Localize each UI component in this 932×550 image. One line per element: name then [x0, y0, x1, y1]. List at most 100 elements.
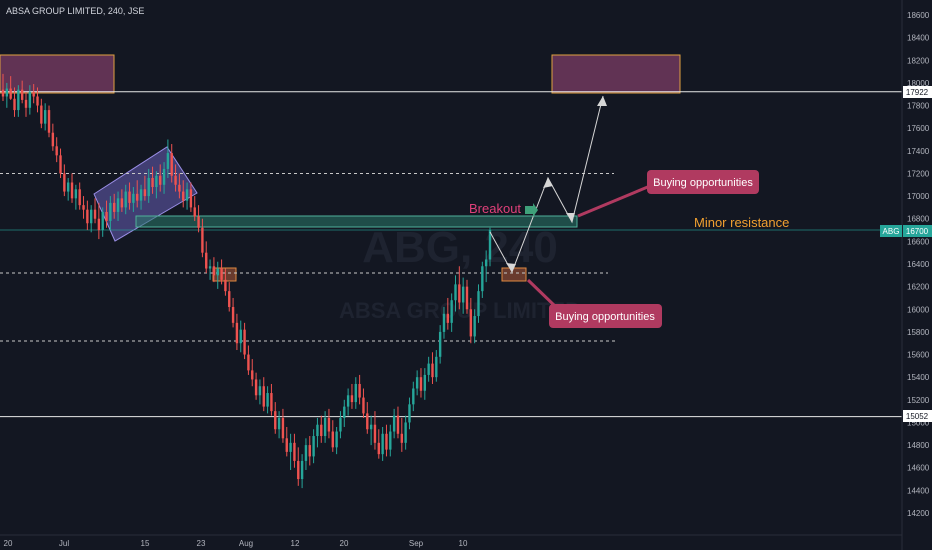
small-demand-box-right[interactable]	[501, 267, 527, 282]
breakout-zone[interactable]	[135, 215, 578, 228]
candle-body[interactable]	[415, 377, 419, 389]
candle-body[interactable]	[293, 442, 296, 461]
candle-body[interactable]	[105, 211, 108, 221]
candle-body[interactable]	[412, 388, 415, 405]
candle-body[interactable]	[419, 377, 423, 391]
top-right-target-zone[interactable]	[551, 54, 681, 94]
candle-body[interactable]	[59, 155, 62, 174]
time-axis[interactable]: 20 Jul 15 23 Aug 12 20 Sep 10	[0, 534, 902, 548]
candle-body[interactable]	[339, 417, 342, 432]
candle-body[interactable]	[97, 218, 101, 231]
candle-body[interactable]	[323, 417, 327, 437]
callout-upper-box[interactable]	[647, 170, 759, 194]
candle-body[interactable]	[239, 329, 242, 344]
candle-body[interactable]	[373, 424, 377, 443]
candle-body[interactable]	[270, 393, 273, 412]
candle-body[interactable]	[51, 132, 55, 147]
candle-body[interactable]	[254, 379, 258, 396]
candle-body[interactable]	[262, 386, 265, 407]
candle-body[interactable]	[427, 363, 430, 375]
candle-body[interactable]	[13, 98, 16, 111]
candle-body[interactable]	[274, 411, 277, 430]
candle-body[interactable]	[28, 91, 32, 108]
top-left-supply-zone[interactable]	[0, 54, 115, 94]
candle-body[interactable]	[362, 397, 365, 414]
candle-body[interactable]	[185, 189, 189, 201]
candle-body[interactable]	[454, 284, 457, 301]
candle-body[interactable]	[113, 202, 116, 212]
candle-body[interactable]	[484, 259, 488, 267]
candle-body[interactable]	[147, 177, 150, 197]
candle-body[interactable]	[231, 307, 235, 323]
candle-body[interactable]	[477, 291, 480, 317]
candle-body[interactable]	[316, 424, 319, 437]
candle-body[interactable]	[385, 433, 388, 450]
candle-body[interactable]	[404, 422, 407, 443]
candle-body[interactable]	[331, 431, 334, 448]
candle-body[interactable]	[116, 198, 120, 212]
candle-body[interactable]	[182, 191, 185, 201]
candle-body[interactable]	[162, 168, 166, 185]
candle-body[interactable]	[36, 96, 39, 106]
candle-body[interactable]	[174, 175, 177, 185]
candle-body[interactable]	[408, 404, 411, 423]
candle-body[interactable]	[354, 383, 357, 403]
candle-body[interactable]	[423, 374, 427, 391]
candle-body[interactable]	[461, 286, 465, 303]
candle-body[interactable]	[458, 284, 461, 303]
candle-body[interactable]	[247, 354, 250, 371]
candle-body[interactable]	[93, 209, 97, 219]
candle-body[interactable]	[289, 442, 292, 452]
candle-body[interactable]	[47, 110, 51, 133]
candle-body[interactable]	[17, 89, 20, 111]
candle-body[interactable]	[66, 182, 70, 192]
candle-body[interactable]	[350, 395, 354, 403]
candle-body[interactable]	[469, 309, 473, 337]
candle-body[interactable]	[300, 460, 304, 480]
candle-body[interactable]	[346, 395, 350, 407]
candle-body[interactable]	[285, 438, 288, 452]
candle-body[interactable]	[446, 313, 450, 323]
candle-body[interactable]	[243, 329, 246, 355]
candle-body[interactable]	[136, 193, 139, 201]
candle-body[interactable]	[74, 189, 78, 199]
candle-body[interactable]	[82, 205, 85, 210]
candle-body[interactable]	[228, 291, 231, 308]
candle-body[interactable]	[120, 198, 124, 208]
small-demand-box-left[interactable]	[212, 267, 237, 282]
candle-body[interactable]	[335, 431, 338, 448]
candle-body[interactable]	[55, 146, 58, 156]
candle-body[interactable]	[381, 433, 384, 455]
candle-body[interactable]	[450, 300, 453, 323]
candle-body[interactable]	[1, 89, 5, 97]
candle-body[interactable]	[63, 173, 66, 192]
candle-body[interactable]	[43, 110, 47, 124]
callout-lower-box[interactable]	[549, 304, 662, 328]
candle-body[interactable]	[101, 211, 104, 231]
candle-body[interactable]	[258, 386, 262, 396]
candle-body[interactable]	[212, 266, 216, 276]
candle-body[interactable]	[392, 415, 396, 432]
candle-body[interactable]	[473, 316, 476, 337]
candle-body[interactable]	[216, 268, 219, 276]
candle-body[interactable]	[5, 88, 9, 97]
candle-body[interactable]	[304, 445, 308, 461]
candle-body[interactable]	[166, 153, 170, 169]
candle-body[interactable]	[465, 286, 469, 310]
candle-body[interactable]	[312, 436, 315, 457]
candle-body[interactable]	[89, 209, 93, 224]
candle-body[interactable]	[431, 363, 434, 378]
candle-body[interactable]	[201, 227, 204, 253]
symbol-header[interactable]: ABSA GROUP LIMITED, 240, JSE	[6, 6, 144, 16]
candle-body[interactable]	[327, 417, 331, 432]
candle-body[interactable]	[442, 313, 446, 332]
candle-body[interactable]	[132, 193, 135, 203]
candle-body[interactable]	[358, 383, 361, 398]
candle-body[interactable]	[281, 417, 285, 439]
candle-body[interactable]	[320, 424, 323, 437]
candle-body[interactable]	[297, 460, 300, 480]
candle-body[interactable]	[86, 209, 89, 224]
candle-body[interactable]	[308, 445, 311, 457]
candle-body[interactable]	[251, 370, 254, 380]
price-axis[interactable]: 18600 18400 18200 18000 17800 17600 17400 17200…	[901, 0, 930, 550]
